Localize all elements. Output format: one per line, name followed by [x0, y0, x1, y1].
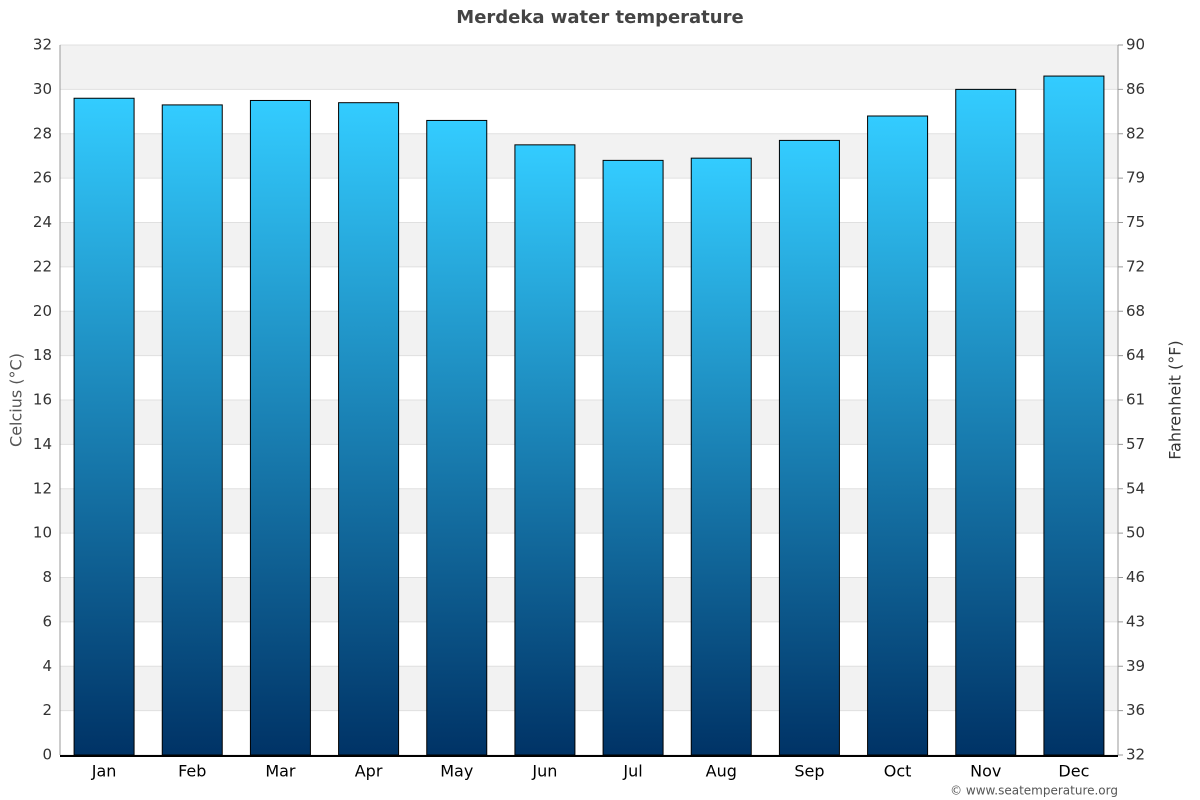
y2-tick-label: 43: [1126, 612, 1145, 630]
x-tick-label: Aug: [706, 762, 737, 781]
y2-axis-label: Fahrenheit (°F): [1166, 340, 1185, 459]
x-tick-label: Jul: [622, 762, 642, 781]
y2-tick-label: 79: [1126, 169, 1145, 187]
grid-band: [60, 222, 1118, 267]
y-tick-label: 4: [42, 657, 52, 675]
y2-tick-label: 82: [1126, 124, 1145, 142]
x-tick-label: Dec: [1058, 762, 1089, 781]
y-tick-label: 12: [33, 479, 52, 497]
y2-tick-label: 54: [1126, 479, 1145, 497]
y-tick-label: 2: [42, 701, 52, 719]
y-tick-label: 8: [42, 568, 52, 586]
bar: [778, 139, 840, 756]
y-tick-label: 30: [33, 80, 52, 98]
grid-band: [60, 133, 1118, 179]
y-axis-label: Celcius (°C): [7, 353, 26, 447]
bar: [1043, 75, 1105, 756]
bar: [514, 144, 576, 756]
bar: [955, 88, 1017, 756]
x-tick-label: Nov: [970, 762, 1001, 781]
y-tick-label: 6: [42, 612, 52, 630]
y-tick-label: 24: [33, 213, 52, 231]
x-tick-label: Jun: [531, 762, 557, 781]
y-tick-label: 26: [33, 169, 52, 187]
grid-band: [60, 400, 1118, 445]
bar: [249, 99, 311, 756]
y2-tick-label: 68: [1126, 302, 1145, 320]
y2-tick-label: 36: [1126, 701, 1145, 719]
x-tick-label: Mar: [265, 762, 296, 781]
grid-band: [60, 45, 1118, 90]
credit: © www.seatemperature.org: [950, 784, 1118, 798]
y2-tick-label: 90: [1126, 36, 1145, 54]
chart-title: Merdeka water temperature: [456, 7, 743, 28]
bar: [602, 159, 664, 756]
x-tick-label: May: [440, 762, 473, 781]
y-tick-label: 20: [33, 302, 52, 320]
grid-band: [60, 577, 1118, 622]
y2-tick-label: 72: [1126, 257, 1145, 275]
y-tick-label: 10: [33, 524, 52, 542]
y2-tick-label: 86: [1126, 80, 1145, 98]
y2-tick-label: 64: [1126, 346, 1145, 364]
bar: [338, 102, 400, 756]
y2-tick-label: 61: [1126, 391, 1145, 409]
bar: [426, 119, 488, 756]
y-tick-label: 0: [42, 746, 52, 764]
x-tick-label: Feb: [178, 762, 206, 781]
y-tick-label: 18: [33, 346, 52, 364]
y2-tick-label: 57: [1126, 435, 1145, 453]
y2-tick-label: 32: [1126, 746, 1145, 764]
bar: [73, 97, 135, 756]
grid-band: [60, 311, 1118, 356]
bar: [161, 104, 223, 756]
x-tick-label: Oct: [884, 762, 912, 781]
bar: [867, 115, 929, 756]
x-tick-label: Sep: [794, 762, 824, 781]
x-tick-label: Apr: [355, 762, 383, 781]
y2-tick-label: 50: [1126, 524, 1145, 542]
y-tick-label: 28: [33, 124, 52, 142]
y2-tick-label: 75: [1126, 213, 1145, 231]
y-tick-label: 22: [33, 257, 52, 275]
y-tick-label: 32: [33, 36, 52, 54]
x-tick-label: Jan: [91, 762, 117, 781]
y-tick-label: 14: [33, 435, 52, 453]
y-tick-label: 16: [33, 391, 52, 409]
bar: [690, 157, 752, 756]
grid-band: [60, 666, 1118, 711]
grid-band: [60, 488, 1118, 534]
y2-tick-label: 39: [1126, 657, 1145, 675]
y2-tick-label: 46: [1126, 568, 1145, 586]
